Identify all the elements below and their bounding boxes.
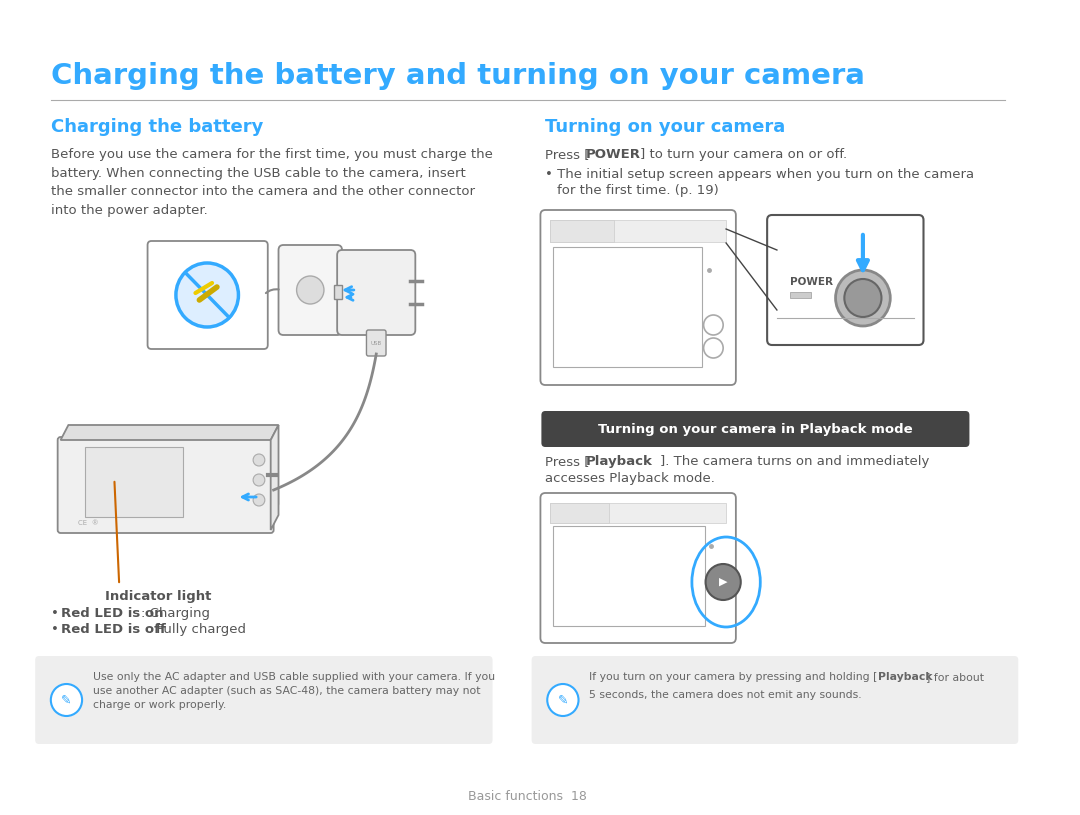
Text: POWER: POWER [789, 277, 833, 288]
Text: 5 seconds, the camera does not emit any sounds.: 5 seconds, the camera does not emit any … [590, 690, 862, 700]
Text: •: • [51, 607, 63, 620]
Text: POWER: POWER [585, 148, 640, 161]
Text: Basic functions  18: Basic functions 18 [469, 790, 588, 803]
Text: accesses Playback mode.: accesses Playback mode. [545, 472, 715, 485]
Circle shape [297, 276, 324, 304]
FancyBboxPatch shape [767, 215, 923, 345]
Text: Use only the AC adapter and USB cable supplied with your camera. If you
use anot: Use only the AC adapter and USB cable su… [93, 672, 495, 710]
Bar [553, 247, 702, 367]
Text: ]. The camera turns on and immediately: ]. The camera turns on and immediately [660, 455, 929, 468]
FancyBboxPatch shape [337, 250, 416, 335]
Text: Playback: Playback [585, 455, 652, 468]
FancyBboxPatch shape [540, 493, 735, 643]
FancyBboxPatch shape [531, 656, 1018, 744]
Text: for the first time. (p. 19): for the first time. (p. 19) [557, 184, 719, 197]
Circle shape [253, 494, 265, 506]
Text: Charging the battery and turning on your camera: Charging the battery and turning on your… [51, 62, 865, 90]
Bar [334, 285, 342, 299]
Bar [550, 220, 613, 242]
Bar [550, 220, 726, 242]
Bar [550, 503, 726, 523]
Circle shape [548, 684, 579, 716]
FancyBboxPatch shape [57, 437, 273, 533]
Text: Red LED is on: Red LED is on [60, 607, 163, 620]
Bar [85, 447, 183, 517]
Text: : Charging: : Charging [140, 607, 210, 620]
Circle shape [845, 279, 881, 317]
Text: Turning on your camera in Playback mode: Turning on your camera in Playback mode [598, 422, 913, 435]
FancyBboxPatch shape [541, 411, 970, 447]
Text: Press [: Press [ [545, 148, 590, 161]
FancyBboxPatch shape [540, 210, 735, 385]
Circle shape [703, 315, 724, 335]
Text: CE  ®: CE ® [78, 520, 99, 526]
FancyBboxPatch shape [257, 488, 279, 506]
FancyBboxPatch shape [279, 245, 342, 335]
Text: Red LED is off: Red LED is off [60, 623, 165, 636]
Text: Playback: Playback [878, 672, 932, 682]
Text: ] to turn your camera on or off.: ] to turn your camera on or off. [640, 148, 847, 161]
Text: Turning on your camera: Turning on your camera [545, 118, 785, 136]
FancyBboxPatch shape [36, 656, 492, 744]
Bar [550, 503, 609, 523]
Polygon shape [60, 425, 279, 440]
Text: If you turn on your camera by pressing and holding [: If you turn on your camera by pressing a… [590, 672, 878, 682]
Text: Charging the battery: Charging the battery [51, 118, 264, 136]
Text: ] for about: ] for about [927, 672, 985, 682]
FancyBboxPatch shape [366, 330, 386, 356]
Circle shape [703, 338, 724, 358]
Circle shape [836, 270, 890, 326]
Circle shape [253, 474, 265, 486]
Text: Indicator light: Indicator light [105, 590, 211, 603]
Text: Press [: Press [ [545, 455, 590, 468]
Circle shape [253, 454, 265, 466]
Bar [789, 293, 811, 298]
Text: ✎: ✎ [62, 694, 71, 707]
Circle shape [705, 564, 741, 600]
Text: • The initial setup screen appears when you turn on the camera: • The initial setup screen appears when … [545, 168, 974, 181]
Text: •: • [51, 623, 63, 636]
Circle shape [51, 684, 82, 716]
Bar [553, 526, 704, 626]
Text: : Fully charged: : Fully charged [148, 623, 245, 636]
Text: ▶: ▶ [719, 577, 728, 587]
Text: ✎: ✎ [557, 694, 568, 707]
Circle shape [176, 263, 239, 327]
FancyBboxPatch shape [148, 241, 268, 349]
Polygon shape [271, 425, 279, 530]
Text: Before you use the camera for the first time, you must charge the
battery. When : Before you use the camera for the first … [51, 148, 492, 217]
Text: USB: USB [370, 341, 382, 346]
